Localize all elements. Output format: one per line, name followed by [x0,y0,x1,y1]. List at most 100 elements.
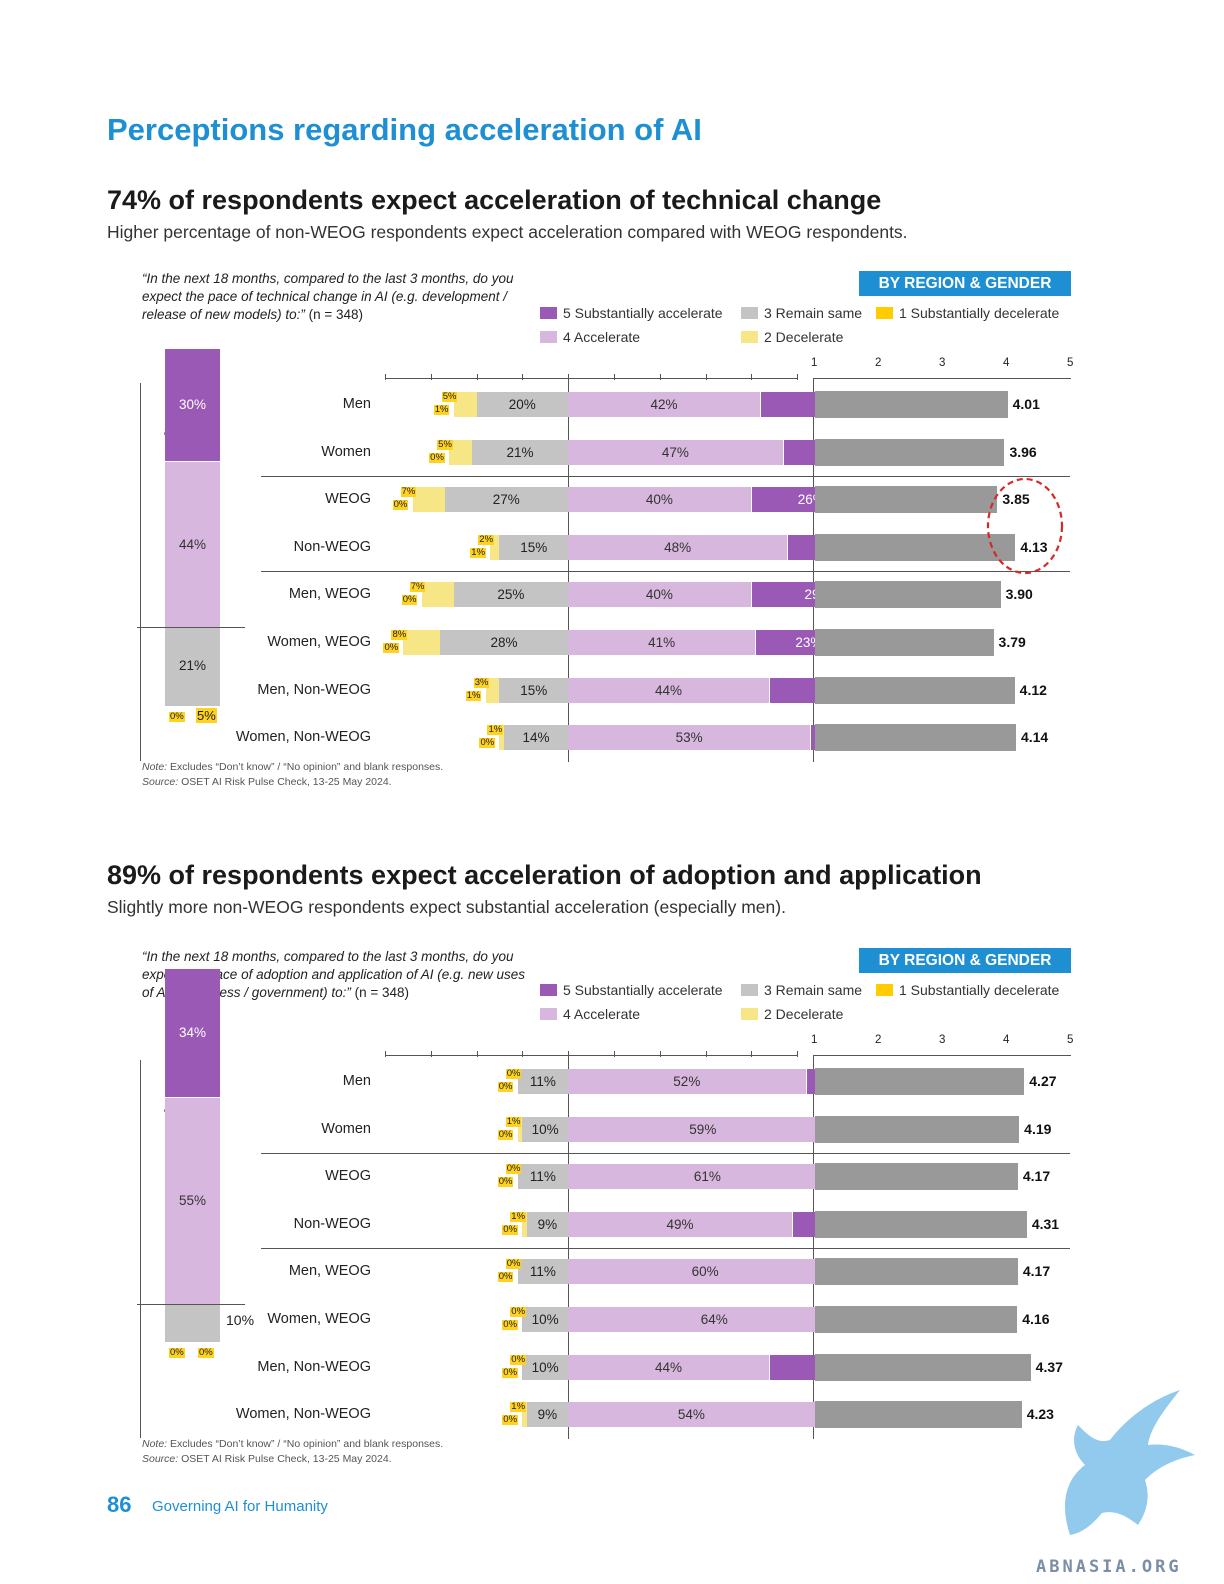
axis-tick [797,374,799,380]
bar-accelerate: 41% [568,630,756,655]
bar-remain-same: 20% [476,392,568,417]
avg-axis-tick-label: 5 [1067,1034,1074,1046]
bar-substantially-accelerate: 27% [783,439,908,465]
page-title: Perceptions regarding acceleration of AI [107,112,702,147]
legend-item-s3: 3 Remain same [741,305,862,321]
diverging-axis [385,1055,798,1056]
bar-remain-same: 14% [504,725,568,751]
axis-tick [659,374,661,380]
question-text: “In the next 18 months, compared to the … [142,949,526,1000]
label-substantially-decelerate: 0% [497,1128,514,1140]
bar-remain-same: 9% [526,1402,568,1428]
avg-bar [815,1306,1018,1333]
bar-decelerate [499,725,504,751]
axis-tick [430,374,432,380]
total-axis [140,1060,141,1438]
avg-axis-tick-label: 4 [1003,1034,1010,1046]
question-text: “In the next 18 months, compared to the … [142,271,514,322]
bar-substantially-accelerate: 47% [770,1354,985,1380]
axis-tick [751,374,753,380]
legend-swatch [540,984,557,996]
avg-bar [815,581,1001,609]
total-label-decelerate: 0% [198,1346,214,1358]
legend-item-s2: 2 Decelerate [741,1006,843,1022]
total-bar-remain-same [165,1304,220,1342]
label-decelerate: 1% [510,1210,527,1222]
avg-bar [815,1068,1025,1095]
avg-bar [815,1401,1022,1429]
total-axis [140,383,141,761]
region-gender-tag: BY REGION & GENDER [859,271,1071,296]
bar-substantially-accelerate: 30% [838,1116,976,1142]
question-n: (n = 348) [354,985,410,1000]
watermark-text: ABNASIA.ORG [1036,1557,1182,1577]
bar-remain-same: 11% [517,1164,568,1190]
row-label: Non-WEOG [293,1215,371,1232]
axis-tick [476,374,478,380]
avg-bar [815,391,1008,418]
row-label: Women [321,443,371,460]
bar-substantially-accelerate: 33% [760,392,912,417]
legend-swatch [540,307,557,319]
bar-remain-same: 11% [517,1069,568,1094]
avg-value: 4.19 [1024,1120,1052,1137]
row-label: Men [342,1073,371,1089]
avg-value: 4.12 [1019,681,1047,698]
bar-accelerate: 64% [568,1307,861,1332]
label-substantially-decelerate: 0% [429,451,445,463]
section-2-heading: 89% of respondents expect acceleration o… [107,860,982,890]
label-substantially-decelerate: 0% [502,1319,519,1330]
axis-tick [705,374,707,380]
avg-value: 4.31 [1031,1215,1060,1232]
bar-accelerate: 40% [568,487,751,513]
avg-axis-line [813,378,814,762]
bar-substantially-accelerate: 23% [756,630,862,655]
bar-remain-same: 21% [472,439,568,465]
avg-value: 3.96 [1009,443,1037,460]
legend-swatch [540,331,557,343]
bar-remain-same: 25% [453,582,568,608]
label-decelerate: 5% [441,391,458,402]
bar-substantially-accelerate: 28% [843,1259,972,1285]
label-substantially-decelerate: 0% [383,642,400,653]
label-decelerate: 7% [400,486,417,498]
axis-tick [568,374,570,380]
total-value: 3.99 / 5 [167,442,217,458]
total-label: Total average: [163,404,221,440]
row-label: Men [342,396,371,412]
legend-label: 3 Remain same [764,305,863,321]
legend-item-s2: 2 Decelerate [741,329,843,345]
legend-swatch [540,1008,557,1020]
row-label: Women, WEOG [267,1311,371,1327]
legend-label: 5 Substantially accelerate [563,982,723,998]
section-2-question: “In the next 18 months, compared to the … [142,948,527,1002]
avg-value: 4.37 [1035,1358,1063,1375]
legend-swatch [741,307,758,319]
bar-remain-same: 10% [522,1307,568,1332]
axis-tick [614,374,615,380]
label-substantially-decelerate: 0% [401,594,418,606]
legend-label: 2 Decelerate [764,329,844,345]
note-label: Note: [142,1438,168,1450]
section-1-question: “In the next 18 months, compared to the … [142,270,527,324]
legend-item-s5: 5 Substantially accelerate [540,982,723,998]
avg-bar [815,724,1016,752]
row-label: Women, Non-WEOG [235,729,371,746]
bar-accelerate: 40% [568,582,751,608]
region-gender-tag: BY REGION & GENDER [859,948,1071,973]
label-decelerate: 5% [437,438,453,450]
footer-text: Governing AI for Humanity [152,1498,328,1515]
bar-remain-same: 28% [440,630,568,655]
legend-label: 1 Substantially decelerate [899,982,1060,998]
label-substantially-decelerate: 0% [502,1366,519,1378]
avg-bar [815,676,1015,704]
source-text: OSET AI Risk Pulse Check, 13-25 May 2024… [178,776,392,788]
legend-swatch [741,331,758,343]
legend-swatch [741,984,758,996]
avg-axis-tick-label: 1 [811,357,818,369]
bar-substantially-accelerate: 26% [751,487,871,513]
label-decelerate: 8% [391,629,408,640]
bar-remain-same: 27% [444,487,568,513]
total-zero-line [137,1304,245,1305]
avg-value: 4.14 [1020,729,1049,746]
